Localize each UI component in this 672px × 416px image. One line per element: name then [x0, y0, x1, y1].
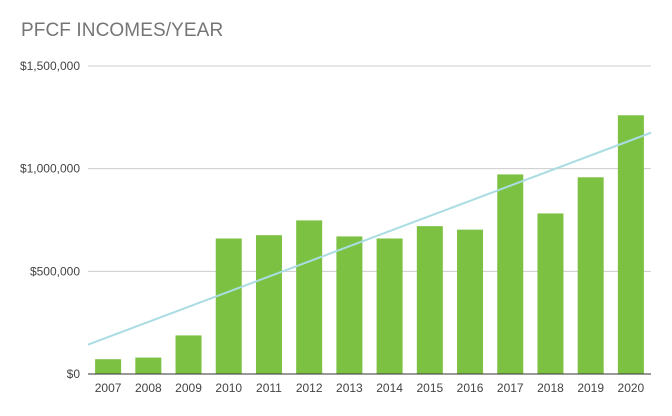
- gridlines: [88, 65, 651, 272]
- bar: [376, 238, 403, 374]
- bar: [457, 229, 484, 374]
- bar: [497, 174, 524, 374]
- x-tick-label: 2011: [256, 381, 282, 395]
- x-tick-label: 2012: [296, 381, 323, 395]
- x-tick-label: 2007: [95, 381, 122, 395]
- chart-title: PFCF INCOMES/YEAR: [21, 20, 224, 41]
- y-tick-label: $0: [67, 367, 81, 381]
- bar: [215, 238, 242, 374]
- bars: [95, 115, 644, 374]
- bar: [296, 220, 323, 374]
- bar: [537, 213, 564, 374]
- x-tick-label: 2014: [376, 381, 403, 395]
- x-tick-label: 2020: [618, 381, 645, 395]
- axes: $0 $500,000 $1,000,000 $1,500,000 2007 2008 20…: [20, 59, 651, 395]
- bar: [416, 226, 443, 374]
- x-tick-label: 2013: [336, 381, 363, 395]
- x-tick-label: 2017: [497, 381, 524, 395]
- bar: [175, 335, 202, 374]
- trendline-layer: [87, 131, 652, 346]
- bar: [577, 177, 604, 374]
- bar: [135, 357, 162, 374]
- bar: [617, 115, 644, 374]
- bar: [336, 236, 363, 374]
- x-tick-label: 2018: [537, 381, 564, 395]
- bar: [95, 359, 122, 374]
- y-tick-label: $500,000: [30, 264, 80, 278]
- x-tick-label: 2009: [175, 381, 202, 395]
- y-tick-label: $1,500,000: [20, 59, 80, 73]
- bar: [255, 235, 282, 374]
- x-tick-label: 2016: [457, 381, 484, 395]
- x-tick-label: 2008: [135, 381, 162, 395]
- x-tick-label: 2010: [215, 381, 242, 395]
- x-tick-label: 2019: [577, 381, 604, 395]
- trendline: [87, 131, 652, 346]
- x-tick-label: 2015: [416, 381, 443, 395]
- y-tick-label: $1,000,000: [20, 162, 80, 176]
